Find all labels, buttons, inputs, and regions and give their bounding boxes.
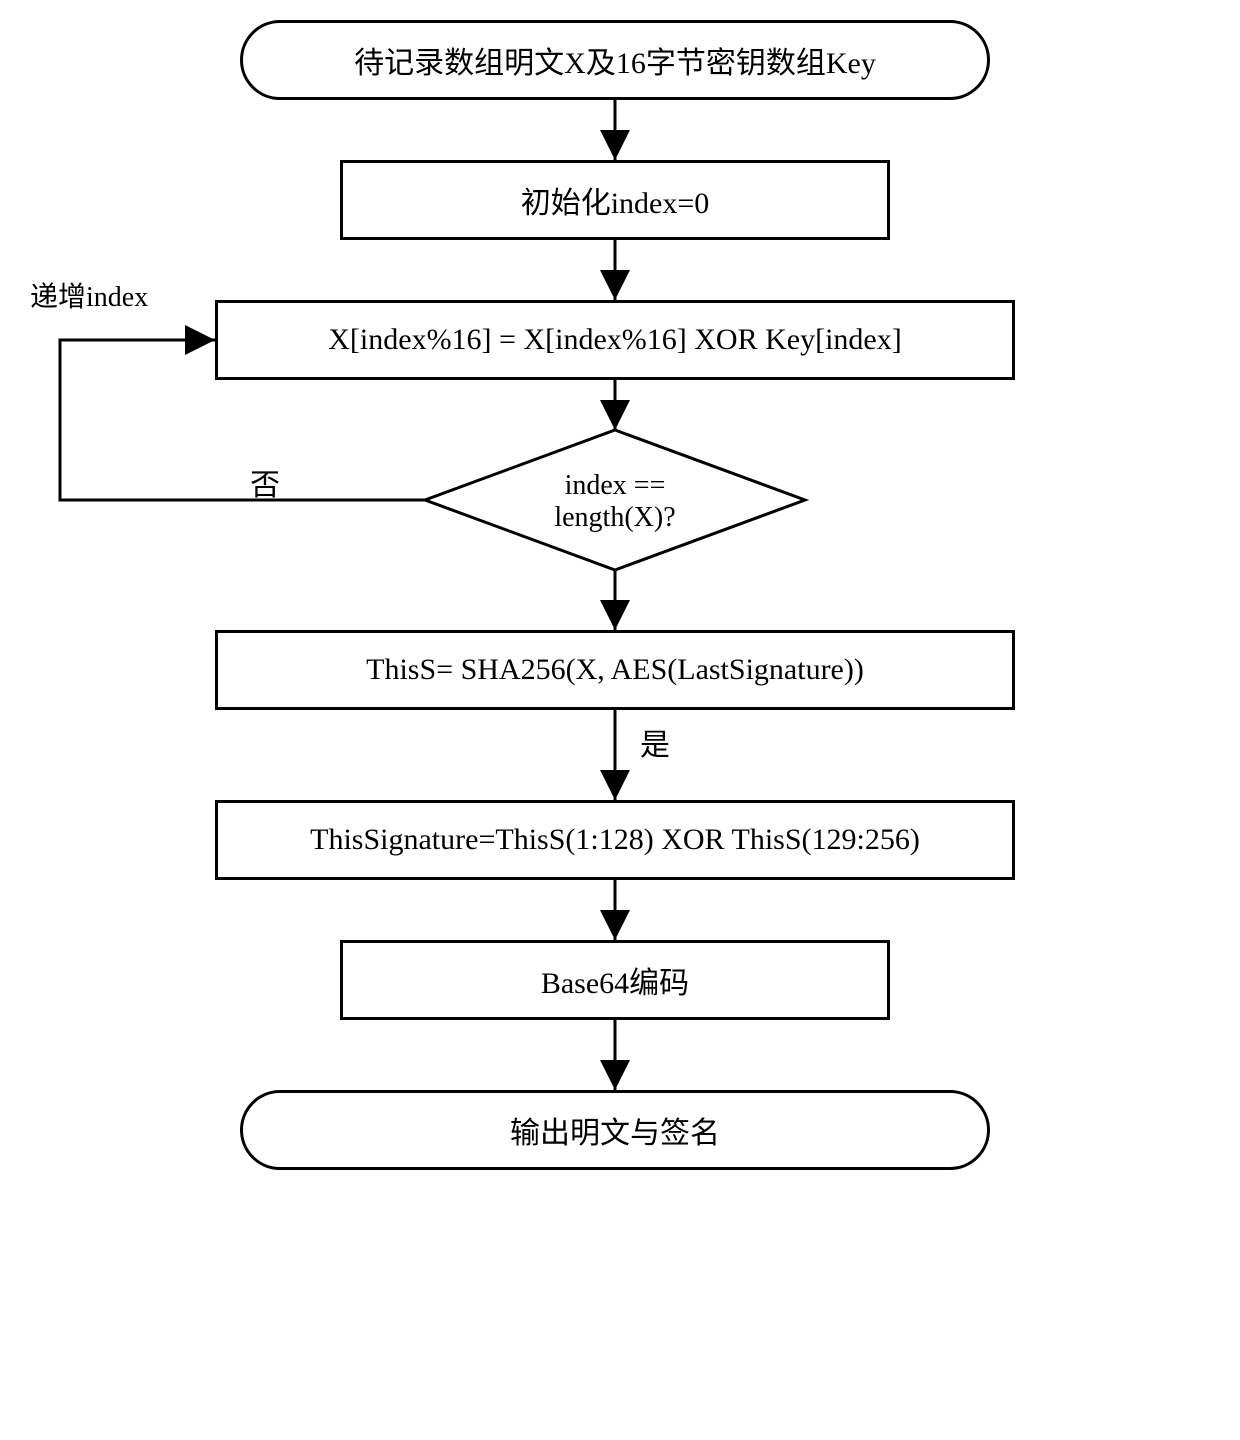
no-label: 否 bbox=[250, 460, 280, 504]
increment-text: 递增index bbox=[30, 282, 148, 313]
signature-process: ThisSignature=ThisS(1:128) XOR ThisS(129… bbox=[215, 800, 1015, 880]
xor-process: X[index%16] = X[index%16] XOR Key[index] bbox=[215, 300, 1015, 380]
decision-text-line1: index == bbox=[565, 470, 666, 501]
decision-diamond bbox=[425, 430, 805, 570]
signature-text: ThisSignature=ThisS(1:128) XOR ThisS(129… bbox=[310, 823, 920, 857]
xor-text: X[index%16] = X[index%16] XOR Key[index] bbox=[328, 323, 901, 357]
increment-label: 递增index bbox=[30, 275, 148, 315]
no-text: 否 bbox=[250, 469, 280, 502]
sha-process: ThisS= SHA256(X, AES(LastSignature)) bbox=[215, 630, 1015, 710]
init-process: 初始化index=0 bbox=[340, 160, 890, 240]
end-terminator: 输出明文与签名 bbox=[240, 1090, 990, 1170]
yes-text: 是 bbox=[640, 729, 670, 762]
start-text: 待记录数组明文X及16字节密钥数组Key bbox=[354, 38, 876, 82]
base64-process: Base64编码 bbox=[340, 940, 890, 1020]
init-text: 初始化index=0 bbox=[521, 178, 710, 222]
decision-text-line2: length(X)? bbox=[554, 502, 675, 533]
sha-text: ThisS= SHA256(X, AES(LastSignature)) bbox=[366, 653, 864, 687]
base64-text: Base64编码 bbox=[541, 958, 689, 1002]
end-text: 输出明文与签名 bbox=[510, 1108, 720, 1152]
yes-label: 是 bbox=[640, 720, 670, 764]
start-terminator: 待记录数组明文X及16字节密钥数组Key bbox=[240, 20, 990, 100]
